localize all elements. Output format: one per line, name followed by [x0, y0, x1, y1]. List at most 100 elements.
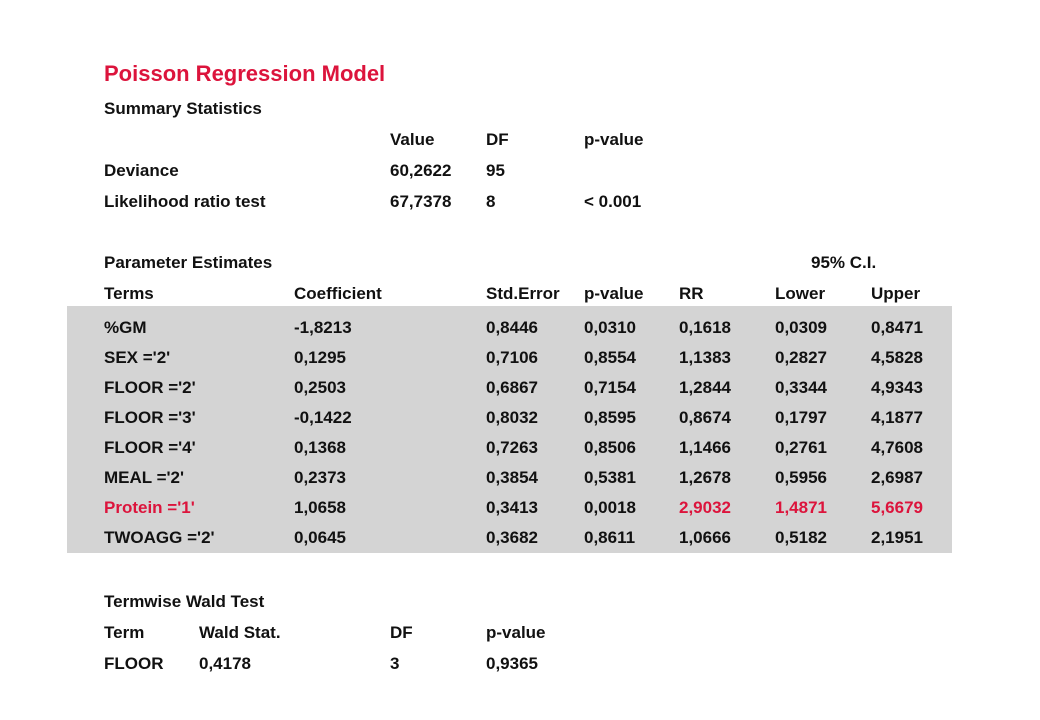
term-cell: MEAL ='2'	[104, 468, 185, 487]
table-row: FLOOR ='2' 0,2503 0,6867 0,7154 1,2844 0…	[0, 373, 1040, 403]
summary-value: 60,2622	[390, 161, 452, 180]
lower-cell: 0,0309	[775, 318, 827, 337]
std-error-cell: 0,3854	[486, 468, 538, 487]
col-lower: Lower	[775, 284, 826, 303]
upper-cell: 5,6679	[871, 498, 923, 517]
upper-cell: 4,9343	[871, 378, 923, 397]
wald-col-stat: Wald Stat.	[199, 623, 281, 642]
std-error-cell: 0,8032	[486, 408, 538, 427]
lower-cell: 0,1797	[775, 408, 827, 427]
std-error-cell: 0,3413	[486, 498, 538, 517]
col-terms: Terms	[104, 284, 154, 303]
summary-value: 67,7378	[390, 192, 452, 211]
term-cell: SEX ='2'	[104, 348, 171, 367]
pvalue-cell: 0,0018	[584, 498, 636, 517]
wald-heading-row: Termwise Wald Test	[0, 587, 1040, 617]
ci-label: 95% C.I.	[811, 253, 877, 272]
summary-pvalue: < 0.001	[584, 192, 642, 211]
lower-cell: 0,2827	[775, 348, 827, 367]
coefficient-cell: 0,1368	[294, 438, 346, 457]
summary-col-pvalue: p-value	[584, 130, 644, 149]
table-row: TWOAGG ='2' 0,0645 0,3682 0,8611 1,0666 …	[0, 523, 1040, 553]
wald-heading: Termwise Wald Test	[104, 592, 265, 611]
wald-col-df: DF	[390, 623, 413, 642]
coefficient-cell: 0,2373	[294, 468, 346, 487]
wald-header-row: Term Wald Stat. DF p-value	[0, 618, 1040, 648]
pvalue-cell: 0,7154	[584, 378, 636, 397]
rr-cell: 1,1383	[679, 348, 731, 367]
lower-cell: 0,5182	[775, 528, 827, 547]
term-cell: FLOOR ='4'	[104, 438, 196, 457]
rr-cell: 2,9032	[679, 498, 731, 517]
term-cell: TWOAGG ='2'	[104, 528, 215, 547]
std-error-cell: 0,6867	[486, 378, 538, 397]
rr-cell: 0,1618	[679, 318, 731, 337]
col-std-error: Std.Error	[486, 284, 560, 303]
table-row: %GM -1,8213 0,8446 0,0310 0,1618 0,0309 …	[0, 313, 1040, 343]
pvalue-cell: 0,8554	[584, 348, 636, 367]
lower-cell: 0,2761	[775, 438, 827, 457]
upper-cell: 2,6987	[871, 468, 923, 487]
table-row: MEAL ='2' 0,2373 0,3854 0,5381 1,2678 0,…	[0, 463, 1040, 493]
wald-df-cell: 3	[390, 654, 400, 673]
wald-term-cell: FLOOR	[104, 654, 164, 673]
lower-cell: 0,3344	[775, 378, 827, 397]
parameters-heading-row: Parameter Estimates 95% C.I.	[0, 248, 1040, 278]
term-cell: Protein ='1'	[104, 498, 195, 517]
rr-cell: 1,2678	[679, 468, 731, 487]
wald-col-pvalue: p-value	[486, 623, 546, 642]
std-error-cell: 0,8446	[486, 318, 538, 337]
coefficient-cell: -0,1422	[294, 408, 352, 427]
term-cell: FLOOR ='2'	[104, 378, 196, 397]
col-coefficient: Coefficient	[294, 284, 382, 303]
summary-label: Likelihood ratio test	[104, 192, 266, 211]
term-cell: %GM	[104, 318, 147, 337]
upper-cell: 4,7608	[871, 438, 923, 457]
summary-col-df: DF	[486, 130, 509, 149]
coefficient-cell: 0,0645	[294, 528, 346, 547]
summary-df: 95	[486, 161, 505, 180]
rr-cell: 1,1466	[679, 438, 731, 457]
term-cell: FLOOR ='3'	[104, 408, 196, 427]
page-title: Poisson Regression Model	[104, 61, 386, 86]
coefficient-cell: 1,0658	[294, 498, 346, 517]
lower-cell: 1,4871	[775, 498, 827, 517]
summary-row: Likelihood ratio test 67,7378 8 < 0.001	[0, 187, 1040, 217]
col-upper: Upper	[871, 284, 921, 303]
parameter-table-shading	[67, 306, 952, 553]
col-pvalue: p-value	[584, 284, 644, 303]
std-error-cell: 0,7106	[486, 348, 538, 367]
summary-row: Deviance 60,2622 95	[0, 156, 1040, 186]
parameters-heading: Parameter Estimates	[104, 253, 273, 272]
summary-df: 8	[486, 192, 496, 211]
upper-cell: 4,5828	[871, 348, 923, 367]
upper-cell: 0,8471	[871, 318, 923, 337]
summary-heading: Summary Statistics	[104, 99, 262, 118]
pvalue-cell: 0,8611	[584, 528, 636, 547]
rr-cell: 0,8674	[679, 408, 731, 427]
rr-cell: 1,0666	[679, 528, 731, 547]
coefficient-cell: 0,2503	[294, 378, 346, 397]
wald-pvalue-cell: 0,9365	[486, 654, 538, 673]
summary-heading-row: Summary Statistics	[0, 94, 1040, 124]
pvalue-cell: 0,8595	[584, 408, 636, 427]
coefficient-cell: 0,1295	[294, 348, 346, 367]
wald-row: FLOOR 0,4178 3 0,9365	[0, 649, 1040, 679]
table-row: FLOOR ='3' -0,1422 0,8032 0,8595 0,8674 …	[0, 403, 1040, 433]
table-row-highlighted: Protein ='1' 1,0658 0,3413 0,0018 2,9032…	[0, 493, 1040, 523]
upper-cell: 4,1877	[871, 408, 923, 427]
std-error-cell: 0,3682	[486, 528, 538, 547]
wald-col-term: Term	[104, 623, 145, 642]
pvalue-cell: 0,0310	[584, 318, 636, 337]
coefficient-cell: -1,8213	[294, 318, 352, 337]
pvalue-cell: 0,5381	[584, 468, 636, 487]
pvalue-cell: 0,8506	[584, 438, 636, 457]
table-row: FLOOR ='4' 0,1368 0,7263 0,8506 1,1466 0…	[0, 433, 1040, 463]
summary-col-value: Value	[390, 130, 435, 149]
summary-header-row: Value DF p-value	[0, 125, 1040, 155]
std-error-cell: 0,7263	[486, 438, 538, 457]
parameters-header-row: Terms Coefficient Std.Error p-value RR L…	[0, 279, 1040, 309]
col-rr: RR	[679, 284, 704, 303]
table-row: SEX ='2' 0,1295 0,7106 0,8554 1,1383 0,2…	[0, 343, 1040, 373]
upper-cell: 2,1951	[871, 528, 923, 547]
